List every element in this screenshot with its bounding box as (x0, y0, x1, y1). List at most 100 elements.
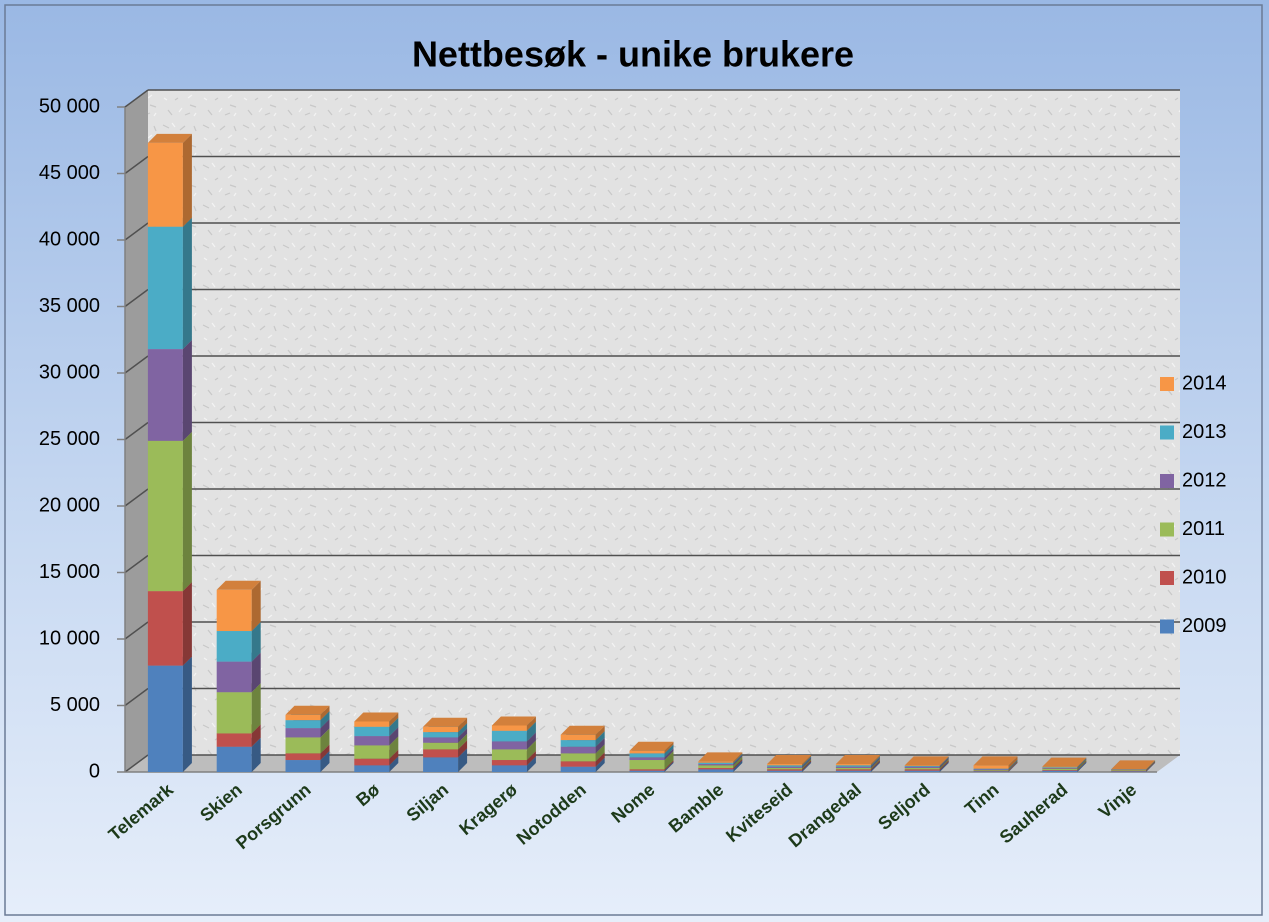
bar-segment (835, 769, 871, 771)
bar-segment (285, 714, 321, 721)
bar-side (526, 721, 536, 742)
bar-segment (698, 765, 734, 769)
bar-segment (698, 768, 734, 770)
bar-side (595, 752, 605, 767)
bar-segment (698, 762, 734, 765)
bar-segment (835, 765, 871, 767)
bar-segment (835, 768, 871, 770)
bar-segment (904, 769, 940, 771)
bar-segment (354, 736, 390, 746)
y-tick-label: 5 000 (50, 694, 100, 716)
bar-side (870, 755, 880, 766)
bar-segment (216, 692, 252, 734)
bar-side (664, 741, 674, 754)
bar-segment (285, 728, 321, 738)
bar-side (870, 759, 880, 770)
bar-side (1077, 757, 1087, 768)
y-tick-label: 20 000 (39, 494, 100, 516)
bar-side (1008, 756, 1018, 769)
bar-side (802, 755, 812, 766)
bar-segment (904, 766, 940, 767)
bar-segment (491, 765, 527, 772)
bar-side (458, 740, 468, 758)
legend-label: 2013 (1182, 421, 1227, 443)
bar-segment (423, 726, 459, 733)
y-tick-label: 15 000 (39, 561, 100, 583)
bar-side (1077, 758, 1087, 769)
bar-segment (491, 760, 527, 766)
bar-segment (973, 768, 1009, 770)
bar-segment (767, 766, 803, 769)
bar-segment (423, 732, 459, 738)
bar-side (182, 217, 192, 350)
legend-label: 2009 (1182, 615, 1227, 637)
bar-side (251, 652, 261, 693)
grid-line (124, 687, 149, 707)
bar-segment (767, 770, 803, 772)
bar-segment (1111, 771, 1147, 772)
bar-segment (147, 440, 183, 592)
frame (4, 4, 1263, 916)
bar-segment (698, 769, 734, 772)
bar-side (458, 717, 468, 733)
bar-segment (698, 764, 734, 766)
bar-top (1042, 757, 1087, 767)
bar-side (802, 761, 812, 772)
bar-segment (216, 733, 252, 747)
bar-top (767, 755, 812, 765)
bar-side (733, 753, 743, 765)
bar-side (389, 736, 399, 759)
bar-side (251, 737, 261, 772)
bar-side (733, 755, 743, 766)
y-tick-label: 10 000 (39, 627, 100, 649)
bar-segment (423, 749, 459, 758)
bar-segment (1042, 768, 1078, 771)
bar-top (423, 717, 468, 727)
bar-side (664, 748, 674, 761)
y-tick-label: 40 000 (39, 228, 100, 250)
bar-side (595, 757, 605, 772)
bar-side (458, 733, 468, 750)
bar-segment (1042, 770, 1078, 772)
bar-segment (285, 760, 321, 772)
bar-side (251, 622, 261, 662)
bar-segment (354, 758, 390, 766)
bar-side (526, 716, 536, 731)
bar-side (870, 756, 880, 767)
bar-side (251, 724, 261, 747)
bar-segment (216, 746, 252, 772)
grid-line (124, 89, 149, 108)
y-tick-label: 30 000 (39, 361, 100, 383)
bar-segment (1042, 767, 1078, 769)
bar-top (1111, 760, 1156, 770)
bar-side (802, 757, 812, 769)
bar-segment (629, 769, 665, 771)
bar-top (904, 756, 949, 766)
bar-segment (423, 757, 459, 772)
bar-segment (560, 746, 596, 754)
bar-segment (560, 734, 596, 741)
bar-segment (629, 750, 665, 754)
bar-side (1077, 761, 1087, 772)
bar-segment (835, 770, 871, 772)
bar-side (733, 756, 743, 769)
bar-side (182, 582, 192, 666)
legend-label: 2014 (1182, 372, 1227, 394)
bar-side (1077, 759, 1087, 769)
bar-segment (973, 770, 1009, 771)
bar-side (939, 757, 949, 767)
bar-side (526, 756, 536, 772)
bar-segment (629, 757, 665, 761)
bar-segment (767, 764, 803, 766)
bar-side (1077, 759, 1087, 771)
bar-segment (973, 769, 1009, 771)
bar-side (802, 756, 812, 767)
bar-segment (560, 766, 596, 772)
bar-segment (216, 589, 252, 632)
bar-side (939, 761, 949, 772)
y-tick-label: 50 000 (39, 95, 100, 117)
bar-segment (835, 764, 871, 766)
bar-segment (491, 730, 527, 742)
bar-segment (973, 771, 1009, 772)
